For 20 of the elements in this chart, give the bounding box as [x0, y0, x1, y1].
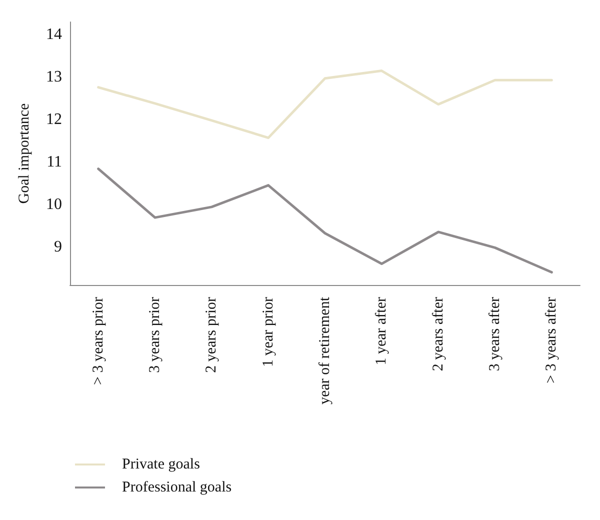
y-tick-label: 11 [46, 153, 62, 170]
x-tick-label: 1 year prior [260, 296, 276, 367]
x-tick-label: 3 years prior [147, 297, 163, 373]
x-tick-label: 2 years after [430, 297, 446, 372]
x-tick-label: 3 years after [487, 297, 503, 372]
legend-label: Professional goals [122, 480, 232, 496]
x-tick-label: 1 year after [374, 297, 390, 366]
x-tick-label: > 3 years after [544, 297, 560, 384]
x-tick-label: > 3 years prior [90, 296, 106, 386]
line-series [97, 168, 553, 274]
y-tick-label: 14 [46, 26, 62, 44]
y-tick-label: 13 [46, 68, 62, 86]
y-tick-label: 9 [54, 238, 62, 256]
y-tick-label: 12 [46, 111, 62, 128]
y-tick-label: 10 [46, 196, 62, 213]
legend-label: Private goals [122, 456, 200, 472]
x-tick-label: 2 years prior [204, 297, 220, 373]
x-tick-label: year of retirement [317, 296, 333, 404]
line-series [97, 70, 553, 140]
y-axis-title: Goal importance [16, 102, 32, 204]
